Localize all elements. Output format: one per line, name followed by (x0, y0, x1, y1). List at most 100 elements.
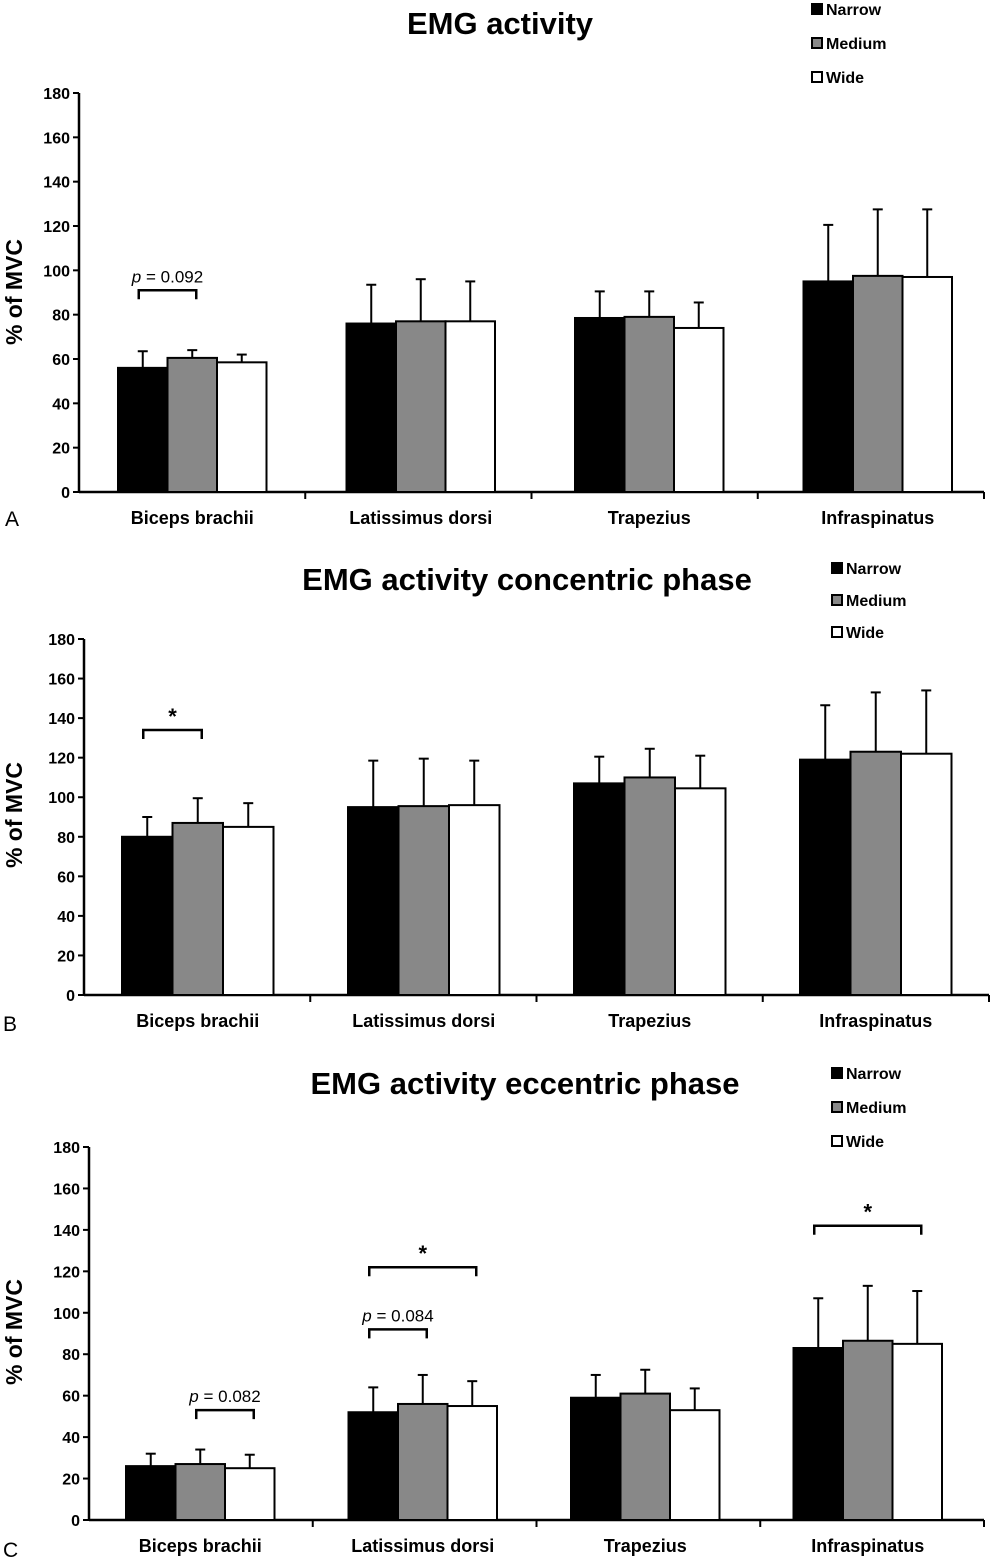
bar-narrow (125, 1465, 177, 1521)
bar-medium (397, 805, 450, 996)
chart-title: EMG activity eccentric phase (310, 1066, 739, 1101)
category-label: Infraspinatus (811, 1536, 924, 1556)
category-label: Latissimus dorsi (352, 1011, 495, 1031)
category-label: Biceps brachii (136, 1011, 259, 1031)
category-label: Biceps brachii (131, 508, 254, 528)
bar-narrow (799, 758, 852, 997)
bar-narrow (570, 1396, 622, 1521)
significance-bracket (368, 1265, 478, 1277)
y-tick-label: 180 (43, 86, 70, 103)
bar-wide (900, 752, 953, 997)
y-tick-label: 120 (53, 1264, 80, 1281)
y-tick-label: 40 (62, 1430, 80, 1447)
y-tick-label: 120 (48, 751, 75, 768)
bar-medium (395, 320, 447, 494)
legend-label: Wide (846, 625, 884, 642)
chart-panel-a: EMG activity % of MVC A 0 20 40 60 80 100 120 140 1… (1, 2, 985, 531)
legend-label: Narrow (846, 1066, 902, 1083)
panel-letter: C (3, 1539, 18, 1561)
significance-star: * (863, 1200, 872, 1225)
y-tick-label: 140 (43, 175, 70, 192)
bar-medium (166, 356, 218, 493)
legend-label: Narrow (846, 561, 902, 578)
chart-title: EMG activity (407, 6, 594, 41)
p-value: = 0.082 (199, 1387, 261, 1406)
legend-swatch-narrow (831, 1067, 843, 1079)
bar-narrow (121, 835, 174, 996)
p-symbol: p (188, 1387, 198, 1406)
bar-wide (222, 825, 275, 997)
bar-wide (891, 1342, 943, 1521)
bar-wide (444, 320, 496, 494)
chart-panel-c: EMG activity eccentric phase % of MVC C 0 20… (1, 1066, 985, 1561)
legend-label: Narrow (826, 2, 882, 19)
bar-narrow (574, 316, 626, 493)
y-tick-label: 0 (71, 1513, 80, 1530)
bar-narrow (792, 1347, 844, 1522)
category-label: Latissimus dorsi (349, 508, 492, 528)
bar-medium (849, 750, 902, 996)
category-label: Trapezius (608, 508, 691, 528)
bar-medium (619, 1392, 671, 1522)
legend-swatch-wide (831, 626, 843, 638)
y-tick-label: 100 (53, 1306, 80, 1323)
y-tick-label: 60 (62, 1389, 80, 1406)
y-tick-label: 40 (52, 396, 70, 413)
bar-wide (669, 1409, 721, 1522)
panel-letter: B (3, 1013, 17, 1036)
y-tick-label: 20 (62, 1472, 80, 1489)
legend-label: Medium (846, 1100, 906, 1117)
chart-panel-b: EMG activity concentric phase % of MVC B 0 2… (1, 561, 990, 1036)
y-tick-label: 160 (48, 672, 75, 689)
bar-medium (397, 1402, 449, 1522)
y-tick-label: 140 (48, 711, 75, 728)
p-value: = 0.084 (372, 1306, 434, 1325)
y-tick-label: 180 (48, 632, 75, 649)
p-value: = 0.092 (141, 267, 203, 286)
category-label: Trapezius (604, 1536, 687, 1556)
bar-narrow (117, 366, 169, 493)
y-tick-label: 20 (52, 441, 70, 458)
y-tick-label: 60 (57, 869, 75, 886)
y-axis-label: % of MVC (1, 239, 27, 345)
y-tick-label: 180 (53, 1140, 80, 1157)
legend-swatch-narrow (831, 562, 843, 574)
bar-wide (224, 1467, 276, 1522)
y-axis-label: % of MVC (1, 762, 27, 868)
legend-swatch-medium (831, 1101, 843, 1113)
significance-bracket (368, 1328, 428, 1339)
chart-title: EMG activity concentric phase (302, 562, 752, 597)
significance-bracket (813, 1224, 923, 1235)
bar-medium (623, 776, 676, 997)
bar-wide (901, 275, 953, 493)
bar-medium (842, 1339, 894, 1522)
y-tick-label: 20 (57, 948, 75, 965)
y-tick-label: 100 (43, 263, 70, 280)
bar-wide (673, 326, 725, 494)
significance-star: * (418, 1241, 427, 1266)
significance-label: p = 0.082 (188, 1387, 260, 1406)
legend-label: Wide (846, 1134, 884, 1151)
bar-narrow (573, 782, 626, 997)
legend-label: Medium (846, 593, 906, 610)
legend-swatch-medium (831, 594, 843, 606)
significance-bracket (195, 1408, 255, 1420)
bar-narrow (802, 280, 854, 493)
bar-wide (674, 787, 727, 996)
bar-narrow (345, 322, 397, 493)
legend-swatch-narrow (811, 3, 823, 15)
bar-wide (446, 1405, 498, 1522)
y-tick-label: 80 (57, 830, 75, 847)
panel-letter: A (5, 508, 19, 531)
y-tick-label: 80 (62, 1347, 80, 1364)
legend-swatch-medium (811, 37, 823, 49)
p-symbol: p (361, 1306, 371, 1325)
y-tick-label: 120 (43, 219, 70, 236)
y-tick-label: 0 (61, 485, 70, 502)
significance-bracket (142, 728, 203, 739)
bar-wide (216, 361, 268, 494)
legend-swatch-wide (831, 1135, 843, 1147)
significance-bracket (137, 289, 198, 300)
y-tick-label: 60 (52, 352, 70, 369)
bar-medium (174, 1463, 226, 1522)
